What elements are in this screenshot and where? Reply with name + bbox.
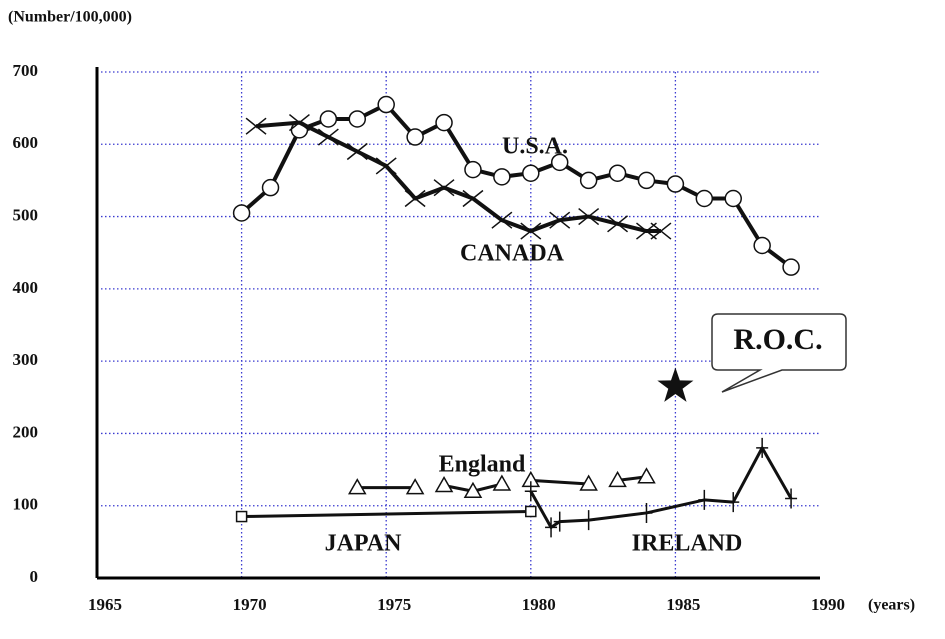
marker	[785, 488, 798, 509]
marker	[579, 171, 598, 190]
callout	[711, 313, 847, 393]
series-line	[529, 446, 793, 529]
marker	[463, 481, 483, 499]
marker	[724, 189, 742, 208]
marker	[657, 367, 694, 402]
y-tick-label: 500	[13, 205, 39, 224]
marker	[404, 189, 426, 208]
marker	[550, 153, 569, 172]
marker	[491, 211, 513, 229]
x-tick-label: 1975	[377, 595, 411, 614]
marker	[235, 510, 248, 523]
series-label: R.O.C.	[733, 323, 822, 356]
marker	[245, 117, 267, 135]
marker	[756, 437, 769, 458]
marker	[650, 222, 672, 240]
marker	[608, 164, 627, 182]
marker	[346, 142, 368, 161]
marker	[405, 478, 425, 495]
marker	[524, 481, 537, 502]
marker	[637, 467, 656, 484]
x-tick-label: 1980	[522, 595, 556, 614]
y-tick-label: 100	[13, 495, 39, 514]
marker	[232, 204, 251, 222]
marker	[640, 502, 653, 523]
marker	[462, 189, 484, 208]
marker	[377, 95, 395, 114]
series-line	[241, 509, 531, 519]
marker	[549, 211, 571, 229]
series-label: U.S.A.	[502, 134, 568, 160]
marker	[317, 128, 339, 146]
series-label: England	[439, 452, 526, 478]
marker	[406, 128, 424, 146]
marker	[545, 517, 558, 538]
marker	[578, 207, 600, 226]
marker	[607, 215, 629, 233]
y-tick-label: 300	[13, 350, 39, 369]
marker	[608, 470, 627, 488]
marker	[434, 475, 454, 493]
marker	[433, 179, 455, 197]
marker	[753, 236, 771, 255]
marker	[261, 178, 280, 197]
marker	[522, 164, 540, 182]
series-label: JAPAN	[325, 531, 403, 557]
series-label: CANADA	[460, 241, 565, 267]
y-tick-label: 200	[13, 422, 39, 441]
series-label: IRELAND	[632, 531, 743, 557]
marker	[435, 113, 453, 132]
marker	[319, 110, 338, 128]
marker	[520, 222, 542, 240]
marker	[492, 474, 512, 491]
marker	[288, 114, 310, 132]
marker	[582, 510, 595, 531]
marker	[493, 168, 511, 186]
x-tick-label: 1965	[88, 595, 122, 614]
y-tick-label: 400	[13, 278, 39, 297]
x-tick-label: 1970	[233, 595, 267, 614]
marker	[348, 110, 367, 128]
marker	[637, 171, 656, 190]
marker	[375, 157, 397, 175]
y-axis-label: (Number/100,000)	[8, 9, 132, 26]
x-tick-label: 1985	[666, 595, 700, 614]
marker	[525, 505, 537, 518]
marker	[782, 258, 800, 276]
marker	[666, 175, 685, 193]
y-tick-label: 700	[13, 61, 39, 80]
marker	[347, 478, 367, 495]
marker	[553, 511, 566, 532]
marker	[579, 474, 598, 491]
marker	[727, 492, 740, 513]
y-tick-label: 0	[30, 567, 39, 586]
marker	[695, 189, 714, 208]
y-tick-label: 600	[13, 133, 39, 152]
x-tick-label: 1990	[811, 595, 845, 614]
marker	[464, 160, 482, 179]
x-axis-label: (years)	[868, 597, 915, 614]
marker	[698, 489, 711, 510]
